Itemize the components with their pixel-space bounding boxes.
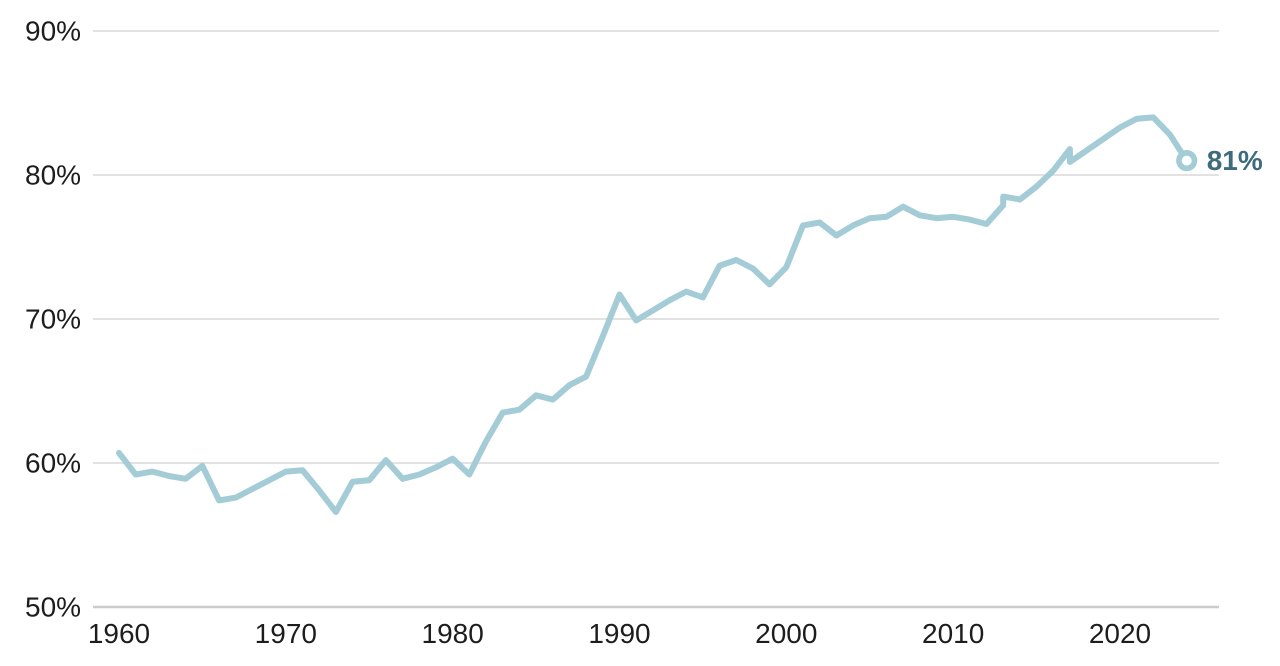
y-tick-label: 70% bbox=[25, 304, 81, 335]
x-tick-label: 1970 bbox=[255, 618, 317, 649]
x-axis-labels: 1960 1970 1980 1990 2000 2010 2020 bbox=[88, 618, 1151, 649]
x-tick-label: 1980 bbox=[422, 618, 484, 649]
x-tick-label: 2000 bbox=[755, 618, 817, 649]
end-point-marker bbox=[1176, 150, 1198, 172]
gridlines bbox=[93, 30, 1219, 609]
data-line bbox=[116, 114, 1190, 515]
y-tick-label: 50% bbox=[25, 592, 81, 623]
y-tick-label: 90% bbox=[25, 16, 81, 47]
x-tick-label: 2020 bbox=[1089, 618, 1151, 649]
y-axis-labels: 90% 80% 70% 60% 50% bbox=[25, 16, 81, 623]
x-tick-label: 1960 bbox=[88, 618, 150, 649]
y-tick-label: 60% bbox=[25, 448, 81, 479]
end-value-label: 81% bbox=[1207, 145, 1263, 176]
x-tick-label: 1990 bbox=[588, 618, 650, 649]
y-tick-label: 80% bbox=[25, 160, 81, 191]
x-tick-label: 2010 bbox=[922, 618, 984, 649]
